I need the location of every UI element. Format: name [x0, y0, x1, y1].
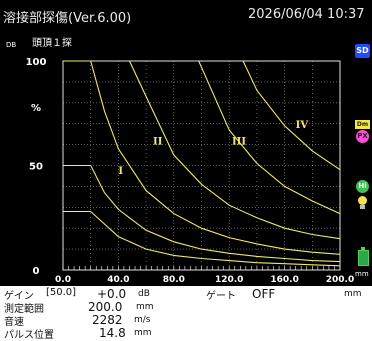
range-unit: mm	[136, 302, 154, 312]
x-tick-label: 0.0	[55, 275, 71, 285]
dac-curve	[198, 60, 341, 215]
battery-icon	[358, 250, 369, 266]
a-scan-screen: DB 頭頂１探 I II III IV 100% 50 0 0.0 40.0 80.0 120.0…	[0, 30, 372, 286]
sd-button[interactable]: SD	[355, 44, 370, 58]
status-panel: ゲイン [50.0] +0.0 dB ゲート OFF mm 測定範囲 200.0…	[0, 286, 372, 341]
zone-label: I	[118, 166, 123, 177]
battery-cap	[361, 247, 365, 250]
light-bulb-base	[360, 205, 365, 209]
y-tick-label: 0	[33, 266, 40, 277]
x-tick-label: 200.0	[326, 275, 354, 285]
zone-label: IV	[296, 120, 309, 131]
pulse-value[interactable]: 14.8	[99, 326, 126, 340]
gate-value[interactable]: OFF	[252, 287, 276, 301]
range-label: 測定範囲	[4, 304, 44, 315]
datetime: 2026/06/04 10:37	[248, 7, 365, 22]
velocity-unit: m/s	[134, 315, 151, 325]
dac-curve	[129, 60, 341, 240]
gate-label: ゲート	[206, 291, 236, 302]
gain-unit: dB	[138, 289, 150, 299]
axis-labels: 100% 50 0 0.0 40.0 80.0 120.0 160.0 200.0	[26, 57, 354, 285]
velocity-value[interactable]: 2282	[92, 313, 123, 327]
db-label: DB	[6, 41, 16, 49]
grid	[62, 60, 341, 271]
app-title: 溶接部探傷(Ver.6.00)	[3, 11, 132, 26]
title-bar: 溶接部探傷(Ver.6.00) 2026/06/04 10:37	[0, 0, 372, 30]
light-bulb-icon[interactable]	[358, 196, 367, 205]
right-sidebar: SD Dm PX Hi mm	[354, 30, 372, 286]
px-indicator[interactable]: PX	[356, 130, 369, 143]
x-tick-label: 160.0	[270, 275, 298, 285]
y-tick-label: 100	[26, 57, 47, 68]
gain-label: ゲイン	[4, 291, 34, 302]
pulse-label: パルス位置	[4, 330, 54, 341]
dac-curve	[63, 164, 341, 263]
dac-curve	[63, 210, 341, 267]
gate-unit: mm	[344, 289, 362, 299]
x-tick-label: 40.0	[107, 275, 129, 285]
dm-indicator[interactable]: Dm	[355, 120, 370, 129]
dac-curve	[242, 60, 341, 171]
sidebar-unit: mm	[355, 270, 369, 278]
dac-curve	[63, 60, 341, 255]
x-tick-label: 80.0	[163, 275, 185, 285]
y-tick-label: 50	[29, 162, 43, 173]
hi-indicator[interactable]: Hi	[356, 180, 369, 193]
zone-label: II	[153, 137, 163, 148]
mode-label: 頭頂１探	[32, 36, 72, 49]
y-tick-label: %	[31, 103, 41, 114]
gain-offset-value[interactable]: +0.0	[97, 287, 127, 301]
range-value[interactable]: 200.0	[88, 300, 123, 314]
gain-base-value: [50.0]	[46, 287, 77, 298]
pulse-unit: mm	[134, 328, 152, 338]
velocity-label: 音速	[4, 317, 24, 328]
x-tick-label: 120.0	[215, 275, 243, 285]
zone-label: III	[232, 137, 246, 148]
